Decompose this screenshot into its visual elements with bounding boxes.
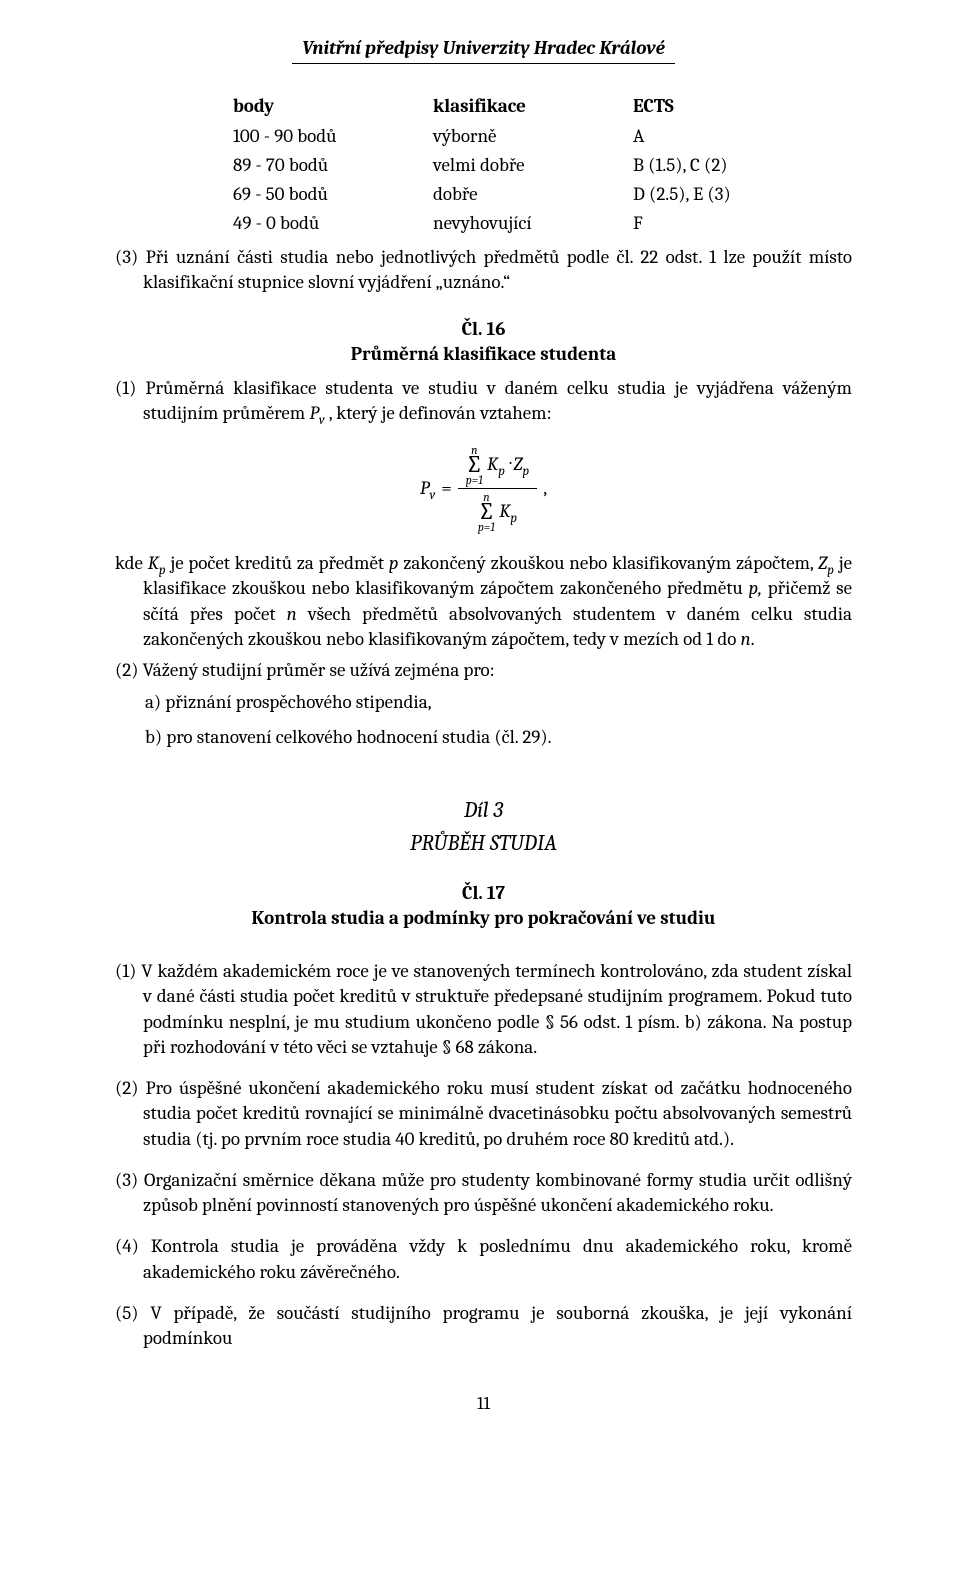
cell: dobře [433,180,633,209]
th-body: body [233,92,433,121]
para-17-4: (4) Kontrola studia je prováděna vždy k … [115,1234,852,1285]
table-row: 89 - 70 bodů velmi dobře B (1.5), C (2) [233,151,753,180]
cell: 69 - 50 bodů [233,180,433,209]
cell: 49 - 0 bodů [233,209,433,238]
article-17-num: Čl. 17 [115,881,852,906]
cell: velmi dobře [433,151,633,180]
cell: A [633,122,753,151]
para-17-5: (5) V případě, že součástí studijního pr… [115,1301,852,1352]
article-16-num: Čl. 16 [115,317,852,342]
formula-num: Kp · Zp [487,453,529,475]
dil-title: PRŮBĚH STUDIA [115,829,852,858]
cell: nevyhovující [433,209,633,238]
cell: D (2.5), E (3) [633,180,753,209]
table-header-row: body klasifikace ECTS [233,92,753,121]
para-17-3: (3) Organizační směrnice děkana může pro… [115,1168,852,1219]
sigma-icon: n ∑ p=1 [466,444,483,486]
cell: 89 - 70 bodů [233,151,433,180]
item-a: a) přiznání prospěchového stipendia, [145,690,852,715]
text: , který je definován vztahem: [325,402,552,424]
table-row: 69 - 50 bodů dobře D (2.5), E (3) [233,180,753,209]
para-17-1: (1) V každém akademickém roce je ve stan… [115,959,852,1060]
cell: výborně [433,122,633,151]
para-16-1: (1) Průměrná klasifikace studenta ve stu… [115,376,852,427]
th-ects: ECTS [633,92,753,121]
cell: 100 - 90 bodů [233,122,433,151]
dil-number: Díl 3 [115,796,852,825]
symbol-pv: Pv [309,402,324,424]
page-number: 11 [115,1392,852,1416]
para-17-2: (2) Pro úspěšné ukončení akademického ro… [115,1076,852,1152]
classification-table: body klasifikace ECTS 100 - 90 bodů výbo… [233,92,753,238]
para-3: (3) Při uznání části studia nebo jednotl… [115,245,852,296]
formula-tail: , [543,476,547,501]
th-klasifikace: klasifikace [433,92,633,121]
sigma-icon: n ∑ p=1 [478,491,495,533]
para-16-kde: kde Kp je počet kreditů za předmět p zak… [115,551,852,652]
page-header: Vnitřní předpisy Univerzity Hradec Králo… [292,36,675,64]
formula-fraction: n ∑ p=1 Kp · Zp n ∑ p=1 Kp [458,442,537,535]
formula: Pv = n ∑ p=1 Kp · Zp n ∑ p=1 [115,442,852,535]
table-row: 49 - 0 bodů nevyhovující F [233,209,753,238]
table-row: 100 - 90 bodů výborně A [233,122,753,151]
cell: F [633,209,753,238]
article-17-title: Kontrola studia a podmínky pro pokračová… [115,906,852,931]
formula-den: Kp [499,500,517,522]
formula-lhs: Pv [420,476,435,501]
formula-eq: = [441,476,452,501]
cell: B (1.5), C (2) [633,151,753,180]
item-b: b) pro stanovení celkového hodnocení stu… [145,725,852,750]
article-16-title: Průměrná klasifikace studenta [115,342,852,367]
para-16-2: (2) Vážený studijní průměr se užívá zejm… [115,658,852,683]
